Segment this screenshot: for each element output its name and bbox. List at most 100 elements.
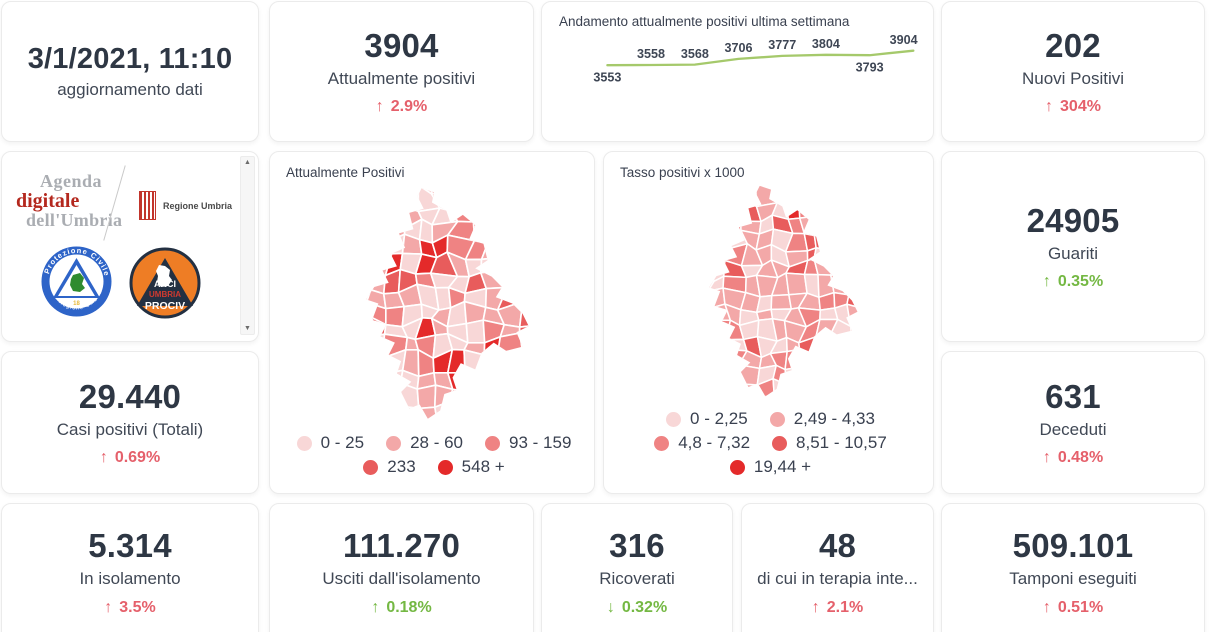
map-region[interactable] xyxy=(335,300,356,324)
map-region[interactable] xyxy=(402,184,420,195)
map-region[interactable] xyxy=(531,202,537,221)
map-region[interactable] xyxy=(680,186,701,206)
map-region[interactable] xyxy=(448,400,475,422)
map-region[interactable] xyxy=(536,304,537,325)
map-region[interactable] xyxy=(680,182,698,190)
map-region[interactable] xyxy=(331,319,337,340)
map-region[interactable] xyxy=(331,422,342,427)
map-region[interactable] xyxy=(771,378,791,400)
map-region[interactable] xyxy=(334,371,353,392)
map-region[interactable] xyxy=(334,284,349,307)
map-region[interactable] xyxy=(685,232,697,252)
map-region[interactable] xyxy=(470,386,484,409)
map-region[interactable] xyxy=(331,370,341,392)
map-region[interactable] xyxy=(727,199,743,223)
map-region[interactable] xyxy=(331,268,341,284)
map-region[interactable] xyxy=(497,382,518,403)
map-region[interactable] xyxy=(848,229,864,250)
map-region[interactable] xyxy=(497,234,523,259)
map-region[interactable] xyxy=(367,372,387,387)
map-region[interactable] xyxy=(331,351,341,371)
map-region[interactable] xyxy=(736,383,758,400)
map-region[interactable] xyxy=(677,246,696,262)
map-region[interactable] xyxy=(448,388,475,403)
map-region[interactable] xyxy=(830,369,852,388)
map-region[interactable] xyxy=(495,204,522,224)
map-region[interactable] xyxy=(815,349,833,373)
map-region[interactable] xyxy=(512,219,537,239)
map-region[interactable] xyxy=(381,369,404,384)
map-region[interactable] xyxy=(351,349,373,374)
map-region[interactable] xyxy=(515,200,536,224)
map-region[interactable] xyxy=(349,272,374,295)
map-region[interactable] xyxy=(512,417,537,427)
map-region[interactable] xyxy=(531,188,537,207)
map-region[interactable] xyxy=(512,234,537,259)
map-region[interactable] xyxy=(812,257,838,276)
map-region[interactable] xyxy=(827,337,853,352)
map-tasso-positivi[interactable] xyxy=(677,182,865,404)
map-region[interactable] xyxy=(337,419,353,427)
map-region[interactable] xyxy=(434,383,454,408)
map-region[interactable] xyxy=(469,204,490,226)
map-region[interactable] xyxy=(801,365,823,388)
map-region[interactable] xyxy=(798,348,823,370)
map-region[interactable] xyxy=(533,320,537,340)
map-region[interactable] xyxy=(352,201,372,225)
map-region[interactable] xyxy=(802,182,821,190)
map-region[interactable] xyxy=(844,182,863,190)
map-region[interactable] xyxy=(845,303,862,329)
map-region[interactable] xyxy=(686,218,700,234)
map-region[interactable] xyxy=(417,185,441,212)
map-region[interactable] xyxy=(468,400,491,420)
map-region[interactable] xyxy=(450,204,475,223)
map-region[interactable] xyxy=(848,340,864,352)
map-region[interactable] xyxy=(737,183,757,208)
map-region[interactable] xyxy=(479,415,508,427)
map-region[interactable] xyxy=(433,420,456,427)
map-region[interactable] xyxy=(463,348,486,376)
map-region[interactable] xyxy=(349,301,374,319)
map-region[interactable] xyxy=(335,207,355,228)
map-region[interactable] xyxy=(858,349,864,371)
map-region[interactable] xyxy=(859,394,865,404)
map-region[interactable] xyxy=(366,201,389,226)
map-region[interactable] xyxy=(496,219,522,246)
map-region[interactable] xyxy=(698,290,713,309)
map-region[interactable] xyxy=(694,339,717,359)
map-region[interactable] xyxy=(383,417,409,427)
map-region[interactable] xyxy=(693,319,716,342)
map-region[interactable] xyxy=(710,182,732,189)
map-region[interactable] xyxy=(727,218,742,232)
map-region[interactable] xyxy=(842,275,860,296)
map-region[interactable] xyxy=(518,324,536,340)
map-region[interactable] xyxy=(784,272,808,296)
map-region[interactable] xyxy=(465,318,486,344)
map-region[interactable] xyxy=(465,184,489,191)
map-region[interactable] xyxy=(677,397,686,404)
map-region[interactable] xyxy=(769,294,792,311)
map-region[interactable] xyxy=(518,331,534,353)
map-region[interactable] xyxy=(844,198,865,222)
map-region[interactable] xyxy=(814,184,835,204)
map-region[interactable] xyxy=(515,367,536,386)
map-region[interactable] xyxy=(844,380,864,398)
map-region[interactable] xyxy=(533,350,537,376)
map-region[interactable] xyxy=(812,247,838,261)
map-region[interactable] xyxy=(504,267,525,290)
map-region[interactable] xyxy=(797,201,820,220)
map-region[interactable] xyxy=(331,338,337,351)
map-region[interactable] xyxy=(381,381,402,408)
map-region[interactable] xyxy=(331,300,339,324)
map-region[interactable] xyxy=(486,184,503,186)
map-region[interactable] xyxy=(830,349,852,373)
map-region[interactable] xyxy=(783,185,805,203)
map-region[interactable] xyxy=(521,349,534,371)
map-region[interactable] xyxy=(486,219,508,246)
map-region[interactable] xyxy=(397,417,420,427)
scroll-up-icon[interactable]: ▲ xyxy=(244,159,251,166)
map-region[interactable] xyxy=(414,420,437,427)
map-region[interactable] xyxy=(678,365,696,388)
map-region[interactable] xyxy=(863,368,865,388)
map-region[interactable] xyxy=(366,332,386,359)
